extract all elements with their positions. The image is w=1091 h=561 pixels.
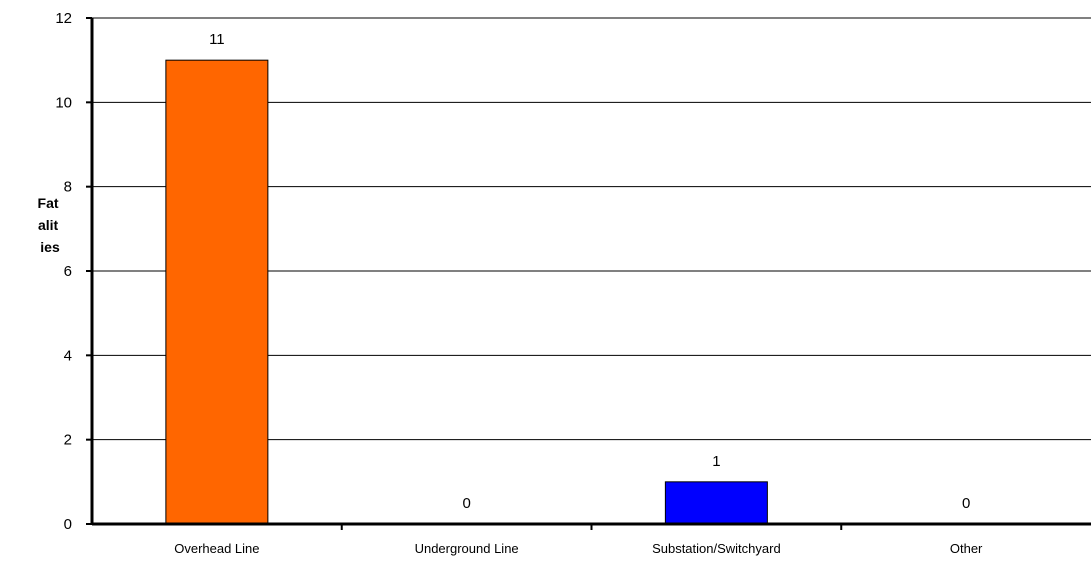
y-tick-label: 12 — [55, 10, 72, 27]
category-label: Other — [950, 541, 983, 556]
y-tick-label: 8 — [64, 179, 72, 196]
y-tick-labels: 0 2 4 6 8 10 12 — [55, 10, 72, 533]
y-tick-label: 6 — [64, 263, 72, 280]
y-axis-label-line-3: ies — [40, 239, 60, 255]
category-label: Underground Line — [415, 541, 519, 556]
data-label: 0 — [462, 495, 470, 512]
data-label: 11 — [209, 31, 225, 48]
y-tick-label: 2 — [64, 432, 72, 449]
bar — [165, 59, 269, 525]
axes — [86, 17, 1091, 530]
data-labels: 11 0 1 0 — [209, 31, 970, 512]
category-label: Substation/Switchyard — [652, 541, 781, 556]
data-label: 0 — [962, 495, 970, 512]
bar — [664, 481, 768, 525]
category-labels: Overhead Line Underground Line Substation/… — [174, 541, 983, 556]
y-tick-label: 0 — [64, 516, 72, 533]
category-label: Overhead Line — [174, 541, 259, 556]
y-tick-label: 10 — [55, 94, 72, 111]
y-tick-label: 4 — [64, 347, 72, 364]
y-axis-label-line-2: alit — [38, 217, 59, 233]
data-label: 1 — [712, 453, 720, 470]
y-axis-label: Fat alit ies — [38, 195, 63, 255]
bars — [165, 59, 768, 525]
y-axis-label-line-1: Fat — [38, 195, 59, 211]
